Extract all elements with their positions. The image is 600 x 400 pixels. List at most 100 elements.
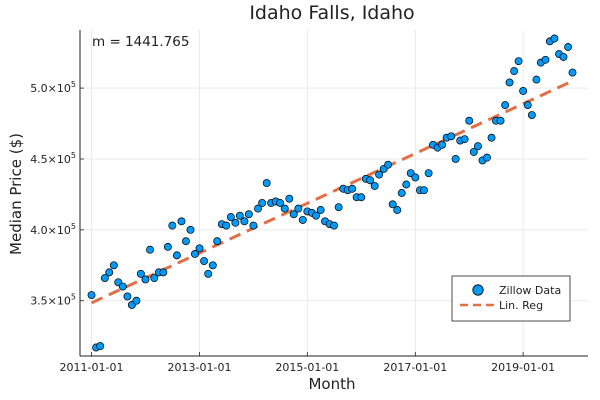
x-tick-label: 2011-01-01 [60, 361, 124, 374]
y-tick-label: 4.0×105 [30, 222, 76, 237]
data-point [105, 268, 114, 277]
data-point [402, 180, 411, 189]
regression-layer [90, 79, 574, 305]
data-point [208, 261, 217, 270]
data-point [568, 68, 577, 77]
data-point [514, 57, 523, 66]
data-point [244, 210, 253, 219]
x-tick-label: 2017-01-01 [383, 361, 447, 374]
data-point [357, 193, 366, 202]
data-point [226, 213, 235, 222]
data-point [96, 342, 105, 351]
data-point [393, 206, 402, 214]
points-layer [87, 34, 577, 352]
data-point [384, 160, 393, 169]
data-point [496, 116, 505, 125]
data-point [366, 176, 375, 185]
data-point [370, 181, 379, 190]
data-point [159, 268, 168, 277]
legend-box [451, 275, 571, 322]
data-point [285, 194, 294, 203]
data-point [483, 153, 491, 162]
data-point [235, 211, 244, 220]
data-point [213, 237, 222, 246]
data-point [420, 186, 428, 195]
data-point [397, 189, 406, 197]
data-point [510, 67, 519, 76]
data-point [523, 101, 532, 110]
data-point [348, 184, 357, 193]
data-point [276, 198, 285, 207]
data-point [262, 179, 271, 188]
data-point [465, 116, 474, 125]
data-point [118, 282, 127, 291]
data-point [163, 242, 172, 251]
data-point [375, 170, 384, 179]
chart-title: Idaho Falls, Idaho [249, 2, 414, 24]
regression-line [90, 79, 574, 305]
data-point [447, 132, 456, 141]
data-point [532, 75, 541, 84]
data-point [334, 203, 343, 212]
data-point [541, 55, 550, 64]
x-tick-label: 2013-01-01 [168, 361, 232, 374]
x-axis-title: Month [308, 375, 355, 393]
data-point [501, 101, 510, 110]
data-point [438, 140, 447, 149]
data-point [487, 133, 496, 142]
data-point [289, 210, 298, 219]
data-point [222, 221, 231, 230]
data-point [460, 135, 469, 144]
data-point [231, 218, 240, 227]
data-point [519, 86, 528, 95]
data-point [136, 269, 145, 278]
data-point [298, 215, 307, 224]
data-point [527, 111, 536, 119]
data-point [258, 198, 267, 207]
data-point [150, 274, 159, 282]
data-point [559, 52, 568, 61]
data-point [505, 78, 514, 87]
data-point [190, 249, 199, 258]
data-point [280, 204, 289, 213]
axes: 2011-01-01 2013-01-01 2015-01-01 2017-01-01… [30, 30, 588, 374]
y-tick-label: 5.0×105 [30, 80, 76, 95]
grid [80, 30, 588, 356]
data-point [550, 34, 559, 43]
data-point [123, 292, 132, 301]
data-point [564, 43, 573, 51]
data-point [87, 291, 96, 300]
data-point [316, 206, 325, 214]
data-point [204, 269, 213, 278]
data-point [181, 237, 190, 246]
legend: Zillow Data Lin. Reg [451, 275, 571, 322]
data-point [411, 173, 420, 182]
data-point [132, 296, 141, 305]
data-point [312, 211, 321, 220]
legend-point-marker [472, 284, 484, 296]
data-point [195, 244, 204, 253]
data-point [254, 204, 262, 213]
data-point [240, 217, 249, 226]
data-point [177, 217, 186, 226]
legend-label-line: Lin. Reg [499, 299, 543, 312]
data-point [249, 221, 258, 230]
data-point [200, 257, 209, 265]
data-point [474, 142, 482, 151]
data-point [141, 275, 150, 284]
data-point [424, 169, 433, 178]
data-point [388, 200, 397, 209]
legend-label-points: Zillow Data [499, 284, 561, 297]
data-point [451, 155, 460, 163]
x-tick-label: 2019-01-01 [491, 361, 555, 374]
x-tick-label: 2015-01-01 [275, 361, 339, 374]
y-tick-label: 4.5×105 [30, 151, 76, 166]
data-point [109, 261, 118, 270]
data-point [100, 274, 109, 282]
data-point [469, 147, 478, 156]
data-point [186, 225, 195, 234]
data-point [294, 204, 303, 213]
data-point [146, 245, 154, 254]
